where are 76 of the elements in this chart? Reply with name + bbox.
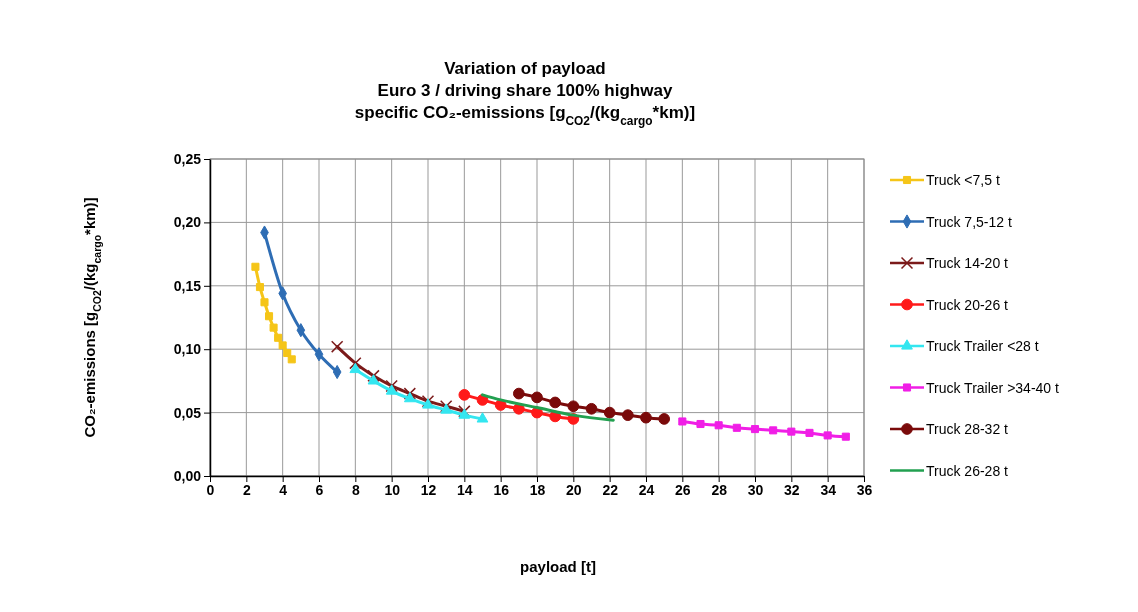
point [330,340,344,353]
point [403,387,417,400]
point [255,283,264,292]
point [349,362,362,374]
point [367,369,380,383]
point [567,400,580,413]
point [585,402,598,415]
x-tick-label: 24 [638,481,655,498]
point [265,312,274,321]
point [283,348,292,358]
y-tick-label: 0,00 [173,467,202,484]
x-tick-label: 30 [747,481,764,498]
point [274,333,283,342]
point [531,391,543,404]
point [603,406,616,419]
point [714,421,723,430]
point [549,396,562,409]
x-tick-label: 8 [351,481,360,498]
y-tick-label: 0,05 [173,404,202,421]
point [805,428,814,437]
point [732,423,741,432]
point [640,411,652,424]
legend-label: Truck <7,5 t [926,172,1000,188]
x-tick-label: 6 [315,481,324,498]
point [621,409,634,421]
legend-label: Truck 28-32 t [926,421,1009,437]
x-tick-label: 0 [206,481,215,498]
legend-label: Truck 26-28 t [926,462,1009,479]
x-tick-label: 2 [242,481,251,498]
x-tick-label: 36 [856,481,873,498]
point [476,412,489,423]
x-tick-label: 10 [384,481,401,498]
x-tick-label: 12 [420,481,437,498]
point [385,379,398,393]
point [278,341,287,350]
point [512,387,525,400]
x-tick-label: 4 [279,481,288,498]
point [287,355,296,364]
x-tick-label: 16 [493,481,510,498]
point [823,431,832,440]
y-tick-label: 0,25 [173,150,202,167]
legend-label: Truck 14-20 t [926,255,1009,271]
point [787,427,796,436]
point [260,298,269,307]
y-tick-label: 0,15 [173,277,202,294]
point [458,389,471,401]
point [421,394,435,408]
point [750,425,760,434]
x-tick-label: 26 [675,481,691,498]
x-axis-title: payload [t] [520,558,596,575]
legend-label: Truck 7,5-12 t [926,213,1012,230]
point [422,398,434,409]
point [385,384,398,395]
x-tick-label: 34 [820,481,837,498]
point [403,391,416,403]
point [251,262,260,271]
point [841,432,850,441]
x-tick-label: 18 [529,481,546,498]
point [269,323,278,332]
x-tick-label: 32 [784,481,800,498]
point [769,426,778,435]
x-tick-label: 28 [711,481,728,498]
x-tick-label: 14 [457,481,473,498]
point [658,413,671,425]
x-tick-label: 22 [602,481,619,498]
x-tick-label: 20 [566,481,582,498]
legend-label: Truck Trailer >34-40 t [926,379,1060,396]
point [349,356,362,370]
point [696,419,705,429]
legend-label: Truck Trailer <28 t [926,338,1039,354]
legend-label: Truck 20-26 t [926,296,1009,313]
chart-title: Variation of payload Euro 3 / driving share 100% highway specific CO₂-emissions [g$_{CO2}$/(kg$_{cargo}$*km)] [354,59,696,128]
y-tick-label: 0,20 [173,214,202,231]
point [367,374,380,385]
point [678,417,687,426]
y-tick-label: 0,10 [173,341,202,358]
